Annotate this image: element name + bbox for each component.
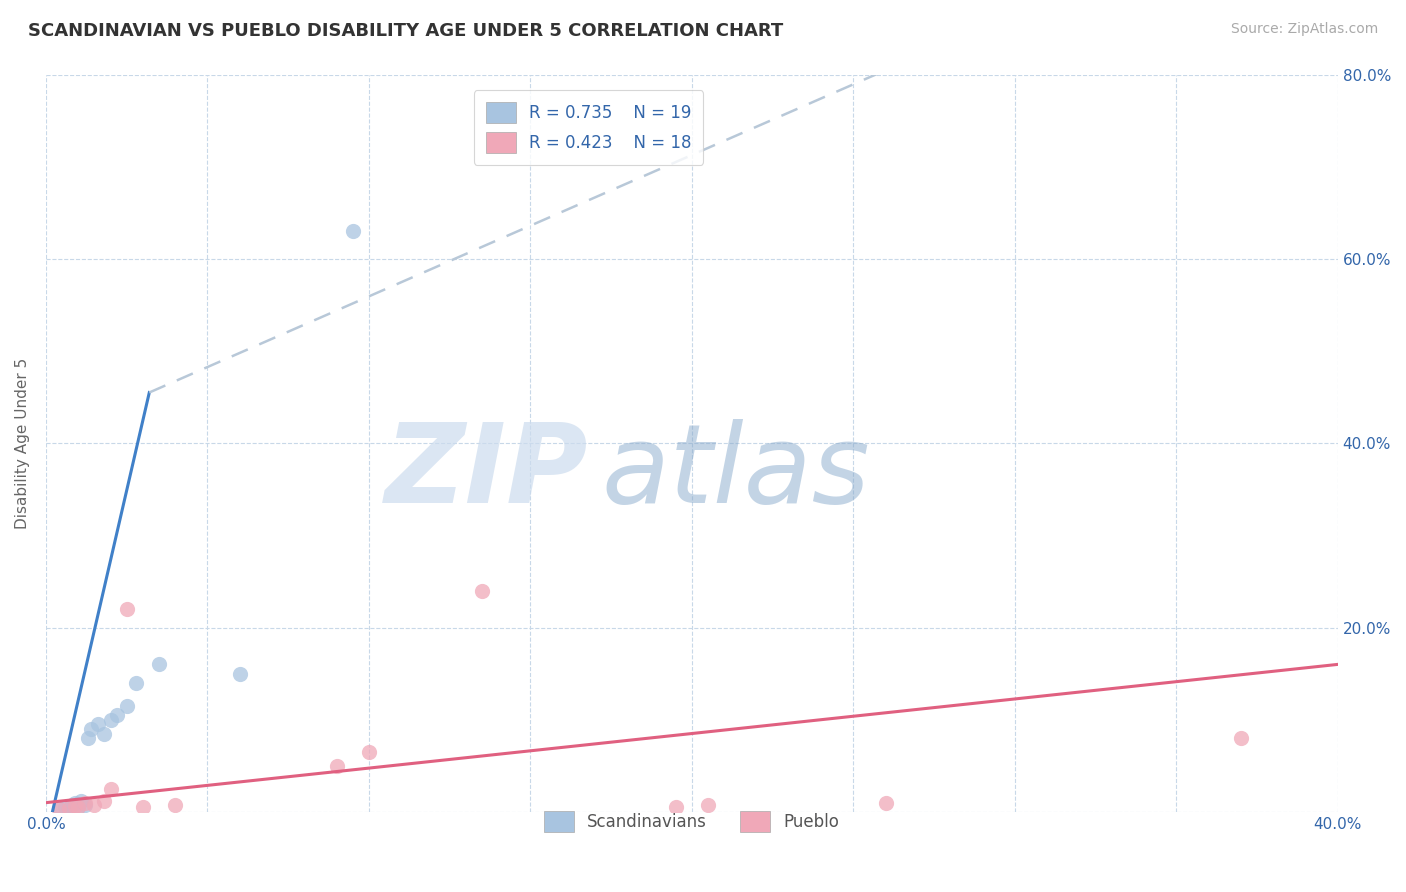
Point: [77, 731, 100, 746]
Point: [63, 799, 86, 814]
Point: [132, 800, 155, 814]
Point: [73, 796, 96, 810]
Point: [342, 224, 364, 238]
Point: [86, 717, 108, 731]
Point: [228, 666, 250, 681]
Point: [73, 797, 96, 812]
Point: [100, 713, 122, 727]
Point: [70, 794, 93, 808]
Point: [115, 698, 138, 713]
Legend: Scandinavians, Pueblo: Scandinavians, Pueblo: [533, 799, 852, 844]
Point: [148, 657, 170, 672]
Point: [63, 796, 86, 810]
Point: [125, 676, 148, 690]
Text: SCANDINAVIAN VS PUEBLO DISABILITY AGE UNDER 5 CORRELATION CHART: SCANDINAVIAN VS PUEBLO DISABILITY AGE UN…: [28, 22, 783, 40]
Point: [80, 722, 103, 736]
Point: [1229, 731, 1251, 746]
Point: [357, 745, 380, 759]
Y-axis label: Disability Age Under 5: Disability Age Under 5: [15, 358, 30, 529]
Point: [93, 726, 115, 740]
Point: [165, 797, 187, 812]
Point: [875, 796, 897, 810]
Point: [58, 802, 80, 816]
Text: Source: ZipAtlas.com: Source: ZipAtlas.com: [1230, 22, 1378, 37]
Point: [105, 708, 128, 723]
Point: [53, 800, 76, 814]
Point: [67, 800, 90, 814]
Text: atlas: atlas: [602, 419, 870, 526]
Point: [471, 583, 494, 598]
Point: [67, 800, 90, 814]
Text: ZIP: ZIP: [385, 419, 589, 526]
Point: [48, 802, 70, 816]
Point: [697, 797, 720, 812]
Point: [83, 797, 105, 812]
Point: [58, 801, 80, 815]
Point: [665, 800, 688, 814]
Point: [60, 797, 83, 812]
Point: [93, 794, 115, 808]
Point: [100, 781, 122, 796]
Point: [115, 602, 138, 616]
Point: [48, 802, 70, 816]
Point: [325, 759, 347, 773]
